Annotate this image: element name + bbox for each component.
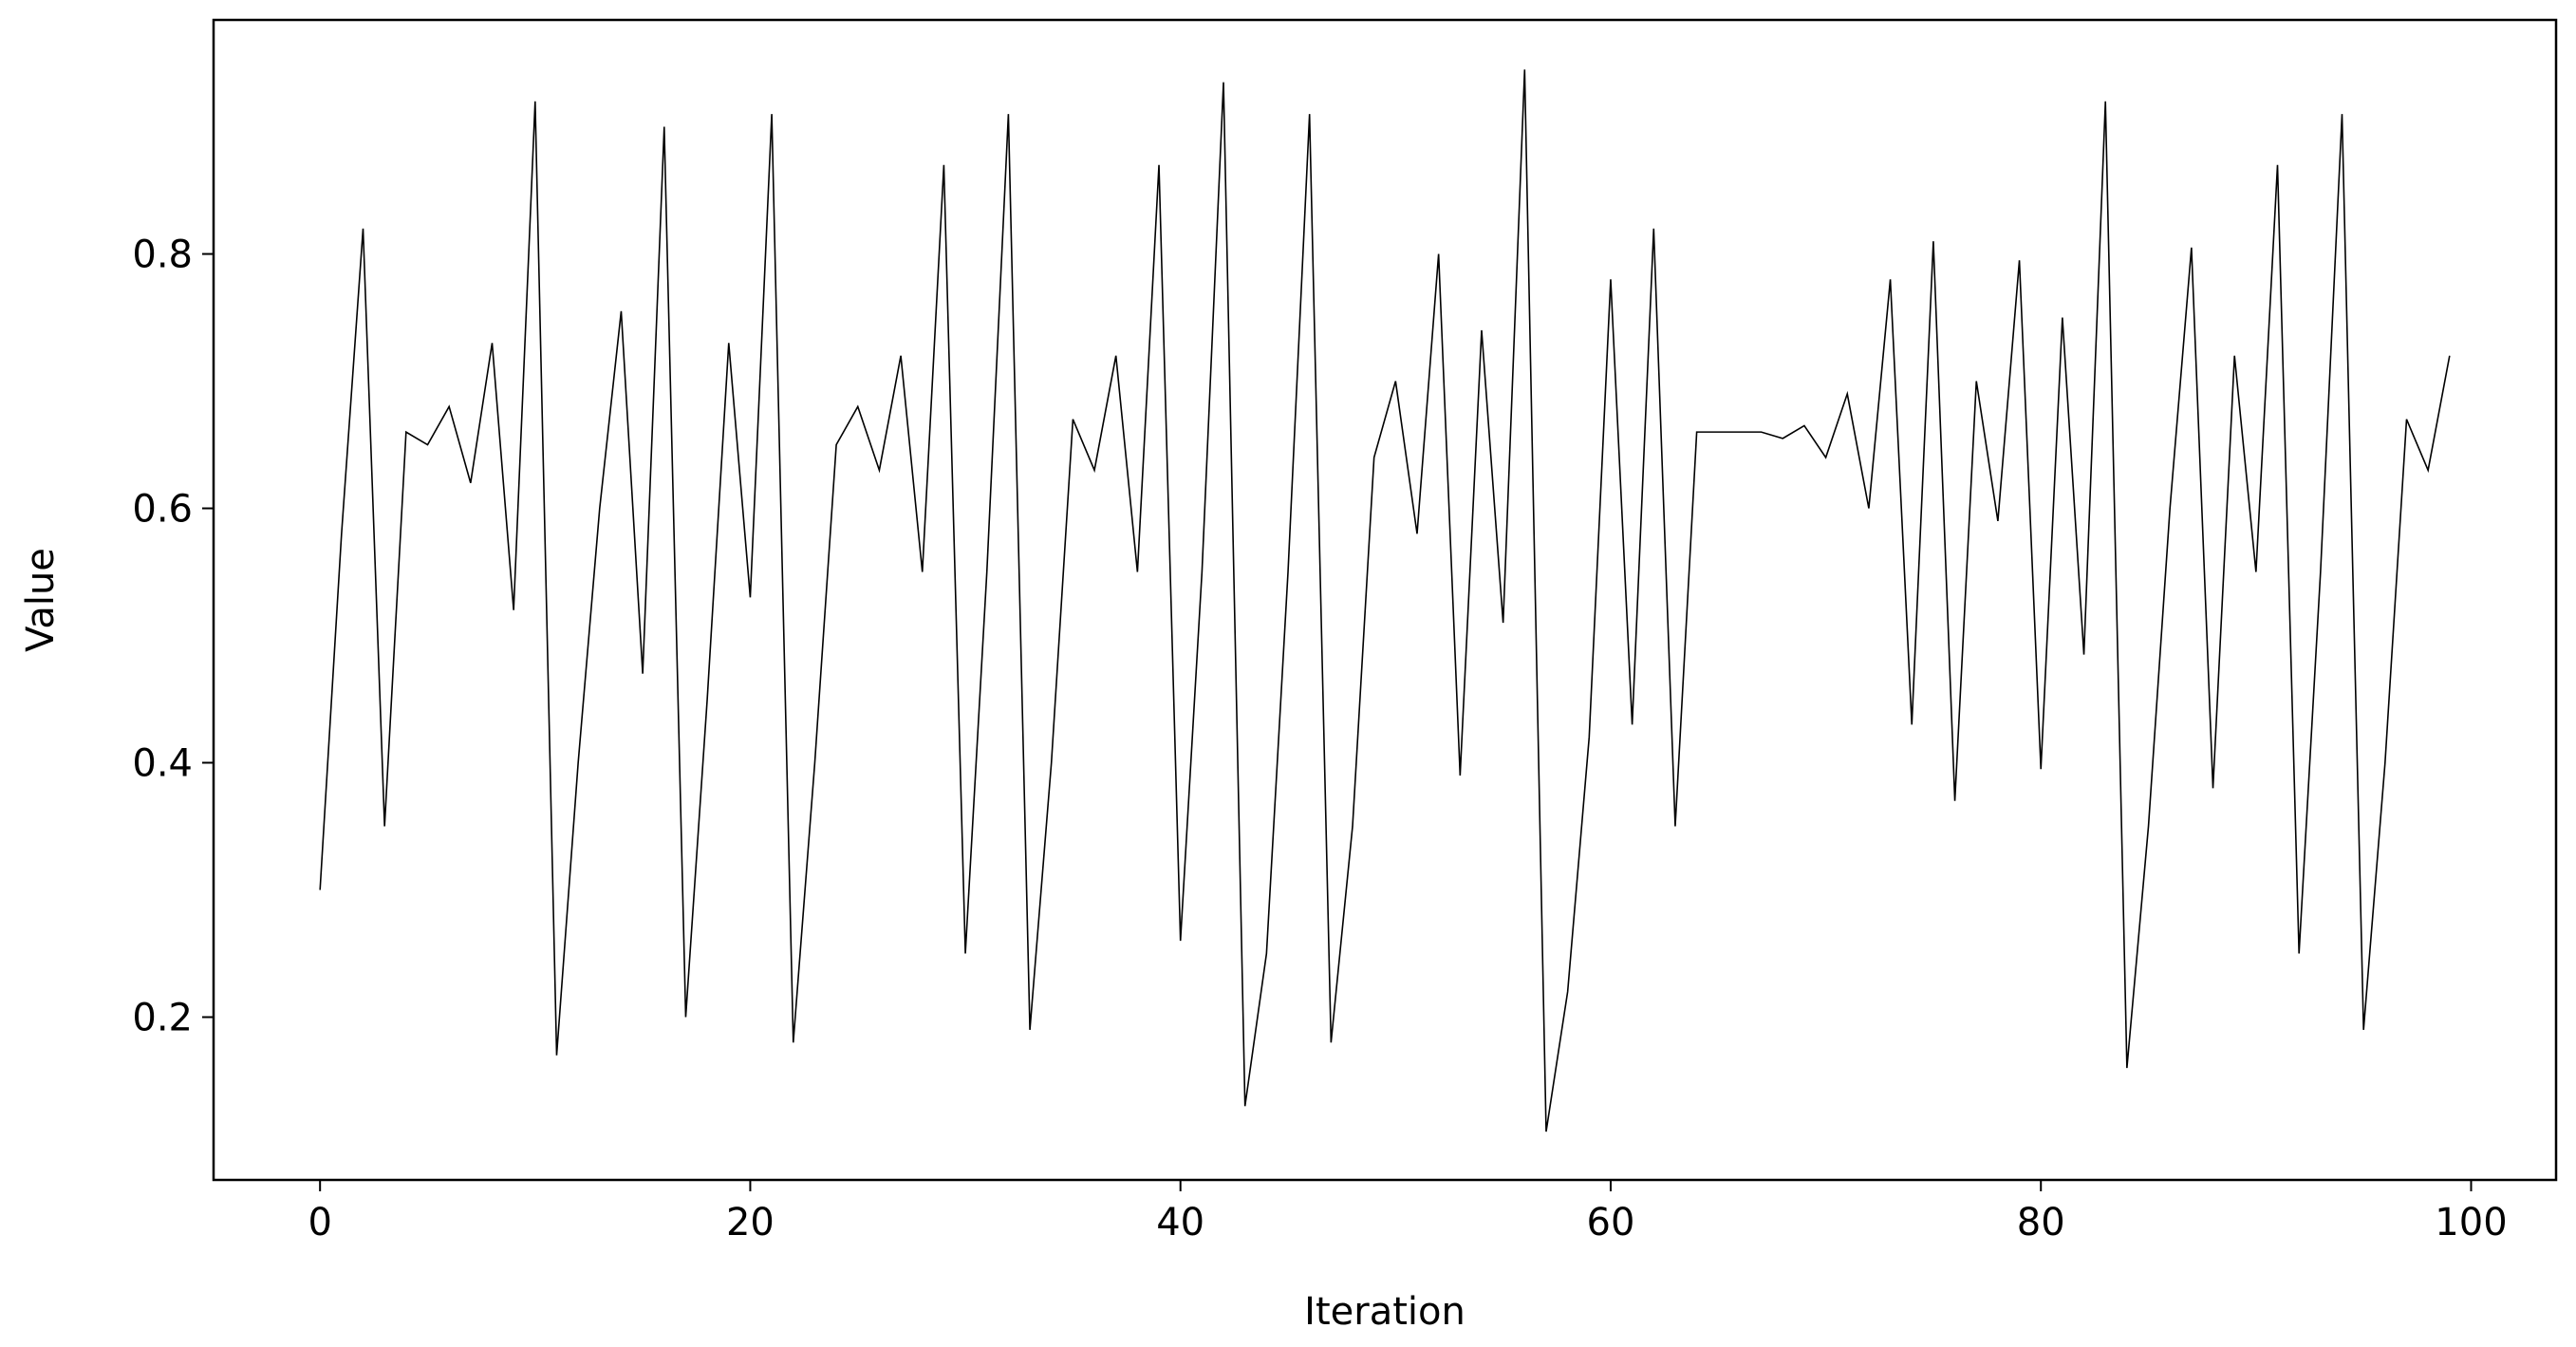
plot-frame: [212, 18, 2558, 1182]
x-tick-label: 60: [1587, 1201, 1635, 1244]
y-tick-label: 0.2: [132, 996, 193, 1039]
x-tick-label: 20: [726, 1201, 775, 1244]
y-axis-label: Value: [19, 548, 63, 652]
y-tick-label: 0.8: [132, 234, 193, 277]
x-tick-label: 80: [2017, 1201, 2065, 1244]
x-tick-label: 40: [1156, 1201, 1204, 1244]
x-tick-label: 100: [2435, 1201, 2507, 1244]
y-tick-label: 0.4: [132, 742, 193, 786]
x-axis-label: Iteration: [1304, 1290, 1465, 1334]
y-tick-label: 0.6: [132, 488, 193, 532]
x-tick-label: 0: [308, 1201, 331, 1244]
data-line: [319, 69, 2451, 1132]
